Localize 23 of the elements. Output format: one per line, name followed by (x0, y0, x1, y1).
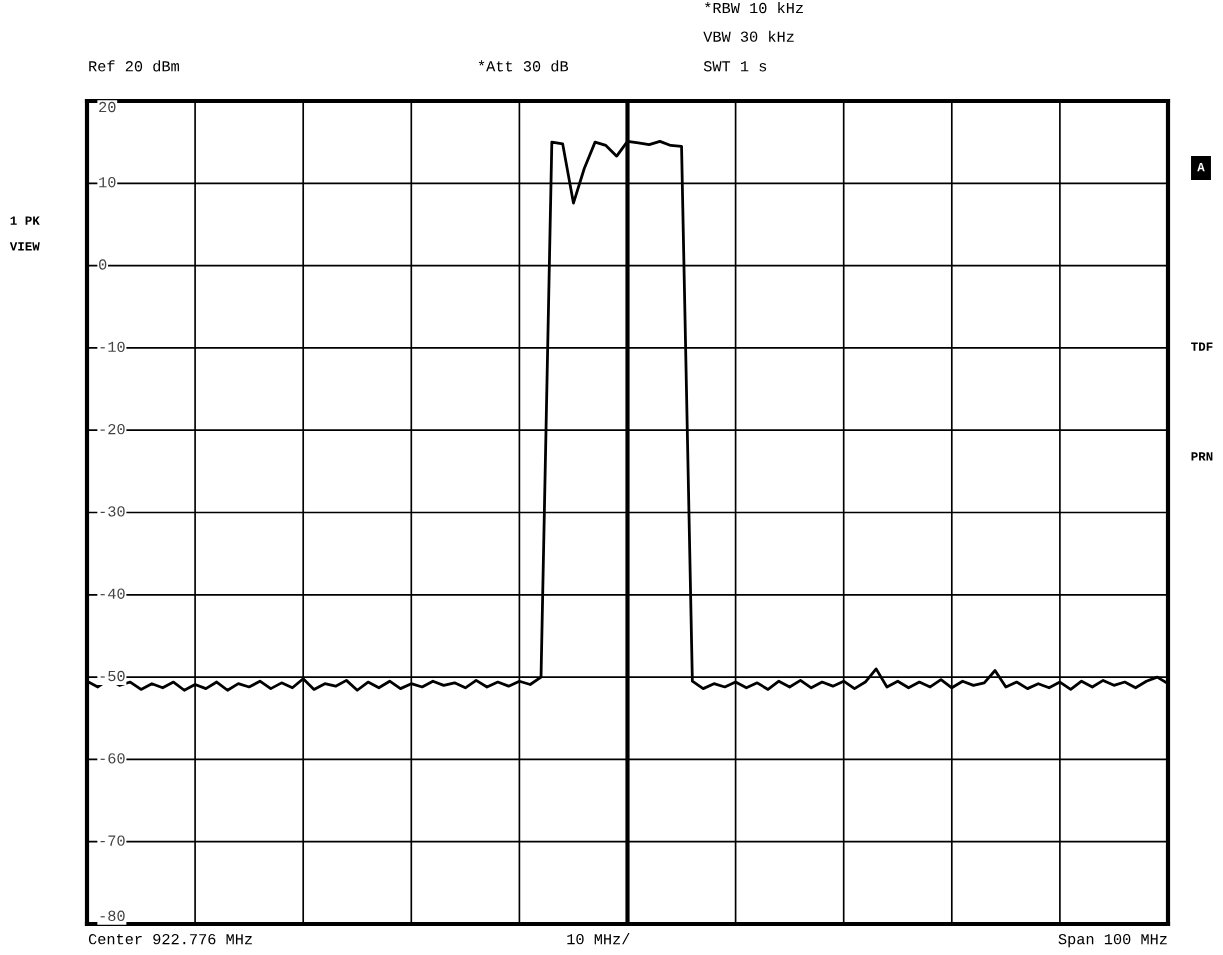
y-tick-label: 0 (99, 259, 107, 270)
text: Ref 20 dBm (89, 60, 179, 72)
y-tick-label: -80 (100, 910, 125, 921)
y-tick-label: -60 (100, 753, 125, 764)
text: PRN (1191, 452, 1213, 461)
text: SWT 1 s (703, 61, 767, 72)
text: 1 PK (10, 216, 40, 225)
y-tick-label: -70 (100, 835, 125, 846)
text: 10 MHz/ (567, 933, 630, 945)
y-tick-label: -10 (100, 341, 125, 352)
text: Center 922.776 MHz (88, 933, 252, 945)
text: VIEW (9, 242, 40, 251)
text: TDF (1191, 342, 1213, 351)
y-tick-label: 20 (99, 101, 116, 113)
text: VBW 30 kHz (703, 30, 794, 42)
y-tick-label: 10 (99, 177, 116, 188)
text: *Att 30 dB (478, 60, 569, 72)
y-tick-label: -40 (100, 588, 125, 599)
y-tick-label: -20 (100, 423, 125, 435)
text: Span 100 MHz (1058, 933, 1167, 948)
text: A (1197, 162, 1205, 172)
y-tick-label: -30 (100, 506, 125, 517)
text: *RBW 10 kHz (705, 1, 803, 14)
